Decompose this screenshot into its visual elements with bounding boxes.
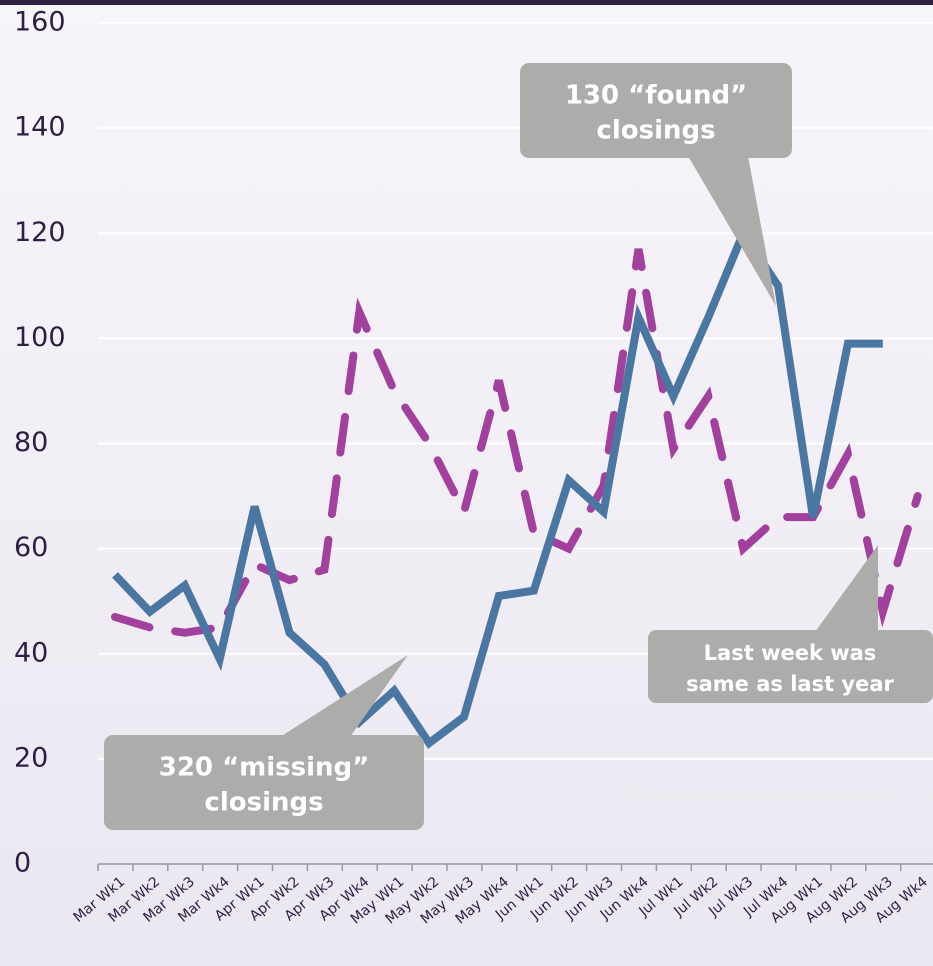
callout-pointer bbox=[280, 655, 408, 737]
callout-pointer bbox=[815, 545, 878, 632]
y-tick-label: 0 bbox=[14, 848, 31, 879]
y-tick-label: 40 bbox=[14, 637, 48, 668]
callout-pointer bbox=[688, 156, 776, 306]
annotation: 130 “found” bbox=[565, 81, 747, 111]
annotation: closings bbox=[204, 788, 323, 818]
y-tick-label: 100 bbox=[14, 322, 66, 353]
callout-box bbox=[520, 63, 792, 158]
annotation: closings bbox=[596, 116, 715, 146]
y-tick-label: 140 bbox=[14, 112, 66, 143]
annotation: same as last year bbox=[686, 672, 894, 696]
y-tick-label: 80 bbox=[14, 427, 48, 458]
y-tick-label: 160 bbox=[14, 7, 66, 38]
callout-box bbox=[648, 630, 933, 703]
annotation: 320 “missing” bbox=[159, 753, 370, 783]
annotation: Last week was bbox=[704, 641, 877, 665]
y-tick-label: 120 bbox=[14, 217, 66, 248]
callout-box bbox=[104, 735, 424, 830]
y-tick-label: 20 bbox=[14, 742, 48, 773]
callouts: 130 “found” closings 320 “missing” closi… bbox=[104, 63, 933, 830]
series-line bbox=[111, 248, 922, 637]
top-bar bbox=[0, 0, 933, 5]
y-tick-label: 60 bbox=[14, 532, 48, 563]
